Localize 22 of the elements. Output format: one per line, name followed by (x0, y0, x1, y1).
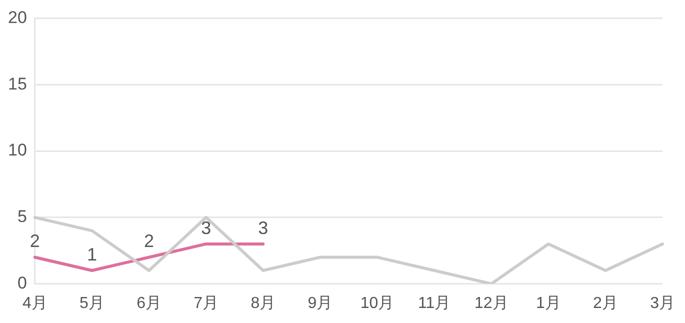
data-label: 2 (30, 231, 40, 252)
y-tick-label: 5 (17, 207, 27, 226)
x-tick-label: 8月 (250, 294, 276, 312)
x-tick-label: 2月 (593, 294, 618, 312)
data-label: 3 (201, 218, 212, 238)
y-tick-label: 15 (8, 74, 27, 94)
x-tick-label: 6月 (136, 294, 162, 312)
data-label: 2 (144, 231, 154, 252)
x-tick-label: 11月 (418, 294, 451, 312)
x-tick-label: 5月 (80, 294, 104, 312)
x-tick-label: 1月 (536, 294, 561, 312)
x-tick-label: 3月 (650, 294, 676, 312)
data-label: 3 (258, 218, 268, 238)
data-label: 1 (86, 244, 97, 264)
x-tick-label: 9月 (308, 294, 333, 312)
y-tick-label: 10 (8, 140, 27, 160)
y-tick-label: 20 (8, 8, 27, 27)
x-tick-label: 7月 (194, 294, 219, 312)
x-tick-label: 10月 (360, 294, 394, 312)
x-tick-label: 12月 (474, 294, 508, 312)
y-tick-label: 0 (17, 273, 27, 292)
x-tick-label: 4月 (22, 294, 48, 312)
